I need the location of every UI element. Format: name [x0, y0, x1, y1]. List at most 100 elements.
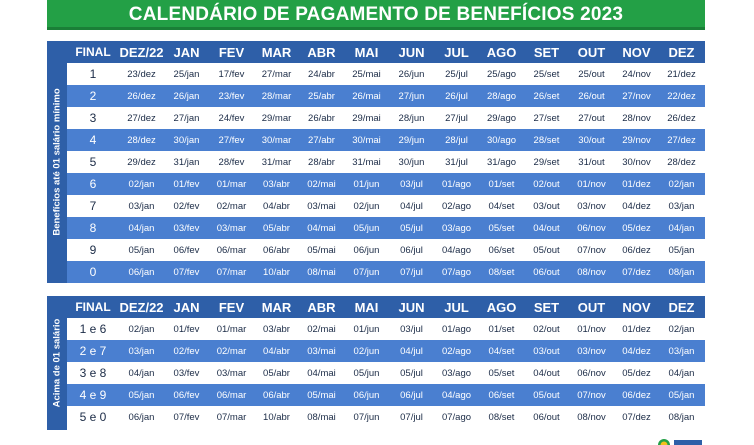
column-header: JUN	[398, 299, 425, 315]
column-header: MAI	[354, 299, 379, 315]
date-cell: 05/mai	[307, 244, 336, 256]
date-cell: 06/abr	[263, 389, 290, 401]
date-cell: 04/dez	[622, 345, 651, 357]
date-cell: 06/dez	[622, 244, 651, 256]
date-cell: 03/abr	[263, 323, 290, 335]
date-cell: 03/jul	[400, 178, 423, 190]
date-cell: 24/abr	[308, 68, 335, 80]
date-cell: 08/mai	[307, 266, 336, 278]
date-cell: 04/jan	[668, 222, 695, 234]
final-digit-cell: 2 e 7	[79, 344, 107, 358]
date-cell: 02/jun	[353, 345, 380, 357]
column-header: DEZ/22	[119, 44, 164, 60]
date-cell: 26/abr	[308, 112, 335, 124]
date-cell: 07/nov	[577, 389, 606, 401]
column-header: NOV	[622, 44, 651, 60]
date-cell: 08/set	[488, 411, 515, 423]
date-cell: 04/mai	[307, 367, 336, 379]
date-cell: 05/jun	[353, 222, 380, 234]
table-row: 9 05/jan 06/fev 06/mar 06/abr 05/mai 06/jun 06/…	[67, 239, 705, 261]
date-cell: 31/jan	[173, 156, 200, 168]
section-side-bar: Acima de 01 salário	[47, 296, 67, 430]
date-cell: 28/jun	[398, 112, 425, 124]
date-cell: 02/jan	[668, 178, 695, 190]
date-cell: 01/mar	[216, 323, 247, 335]
table-row: 2 e 7 03/jan 02/fev 02/mar 04/abr 03/mai 02/ju…	[67, 340, 705, 362]
section-side-bar: Benefícios até 01 salário mínimo	[47, 41, 67, 283]
date-cell: 01/set	[488, 178, 515, 190]
column-header: DEZ	[668, 44, 695, 60]
date-cell: 22/dez	[667, 90, 696, 102]
column-header: FEV	[218, 299, 245, 315]
date-cell: 03/mai	[307, 200, 336, 212]
table-row: 3 27/dez 27/jan 24/fev 29/mar 26/abr 29/mai 28/…	[67, 107, 705, 129]
date-cell: 10/abr	[263, 266, 290, 278]
date-cell: 07/fev	[173, 411, 200, 423]
table-row: 3 e 8 04/jan 03/fev 03/mar 05/abr 04/mai 05/ju…	[67, 362, 705, 384]
date-cell: 25/ago	[486, 68, 517, 80]
date-cell: 04/abr	[263, 200, 290, 212]
table-row: 4 e 9 05/jan 06/fev 06/mar 06/abr 05/mai 06/ju…	[67, 384, 705, 406]
date-cell: 29/jun	[398, 134, 425, 146]
date-cell: 05/set	[488, 367, 515, 379]
date-cell: 25/set	[533, 68, 560, 80]
date-cell: 30/out	[578, 134, 605, 146]
final-digit-cell: 4 e 9	[79, 388, 107, 402]
date-cell: 27/out	[578, 112, 605, 124]
date-cell: 28/dez	[127, 134, 156, 146]
final-digit-cell: 1 e 6	[79, 322, 107, 336]
date-cell: 04/jan	[128, 222, 155, 234]
column-header: AGO	[486, 299, 517, 315]
date-cell: 06/nov	[577, 367, 606, 379]
date-cell: 02/mai	[307, 323, 336, 335]
date-cell: 06/jul	[400, 244, 423, 256]
date-cell: 06/mar	[216, 244, 247, 256]
date-cell: 28/ago	[486, 90, 517, 102]
date-cell: 07/fev	[173, 266, 200, 278]
date-cell: 01/fev	[173, 323, 200, 335]
column-header: OUT	[577, 299, 606, 315]
date-cell: 01/ago	[441, 178, 472, 190]
title-banner: CALENDÁRIO DE PAGAMENTO DE BENEFÍCIOS 20…	[47, 0, 705, 30]
date-cell: 27/nov	[622, 90, 651, 102]
date-cell: 06/fev	[173, 389, 200, 401]
date-cell: 08/jan	[668, 411, 695, 423]
date-cell: 05/jan	[668, 244, 695, 256]
date-cell: 28/nov	[622, 112, 651, 124]
table-row: 5 29/dez 31/jan 28/fev 31/mar 28/abr 31/mai 30/…	[67, 151, 705, 173]
date-cell: 31/jul	[445, 156, 468, 168]
column-header: DEZ	[668, 299, 695, 315]
date-cell: 06/set	[488, 244, 515, 256]
date-cell: 04/jan	[668, 367, 695, 379]
date-cell: 05/jun	[353, 367, 380, 379]
final-digit-cell: 6	[89, 177, 97, 191]
page-title: CALENDÁRIO DE PAGAMENTO DE BENEFÍCIOS 20…	[128, 4, 624, 25]
date-cell: 23/fev	[218, 90, 245, 102]
date-cell: 02/mar	[216, 200, 247, 212]
date-cell: 31/out	[578, 156, 605, 168]
date-cell: 26/jul	[445, 90, 468, 102]
date-cell: 03/jan	[128, 200, 155, 212]
column-header: JUL	[444, 299, 469, 315]
date-cell: 29/dez	[127, 156, 156, 168]
date-cell: 06/out	[533, 411, 560, 423]
date-cell: 26/jun	[398, 68, 425, 80]
date-cell: 17/fev	[218, 68, 245, 80]
section-above-minimum: Acima de 01 salário FINAL DEZ/22 JAN FEV MAR…	[47, 296, 705, 430]
date-cell: 03/fev	[173, 222, 200, 234]
date-cell: 05/jan	[128, 244, 155, 256]
final-digit-cell: 5	[89, 155, 97, 169]
date-cell: 24/fev	[218, 112, 245, 124]
date-cell: 05/out	[533, 389, 560, 401]
date-cell: 01/fev	[173, 178, 200, 190]
table-row: 0 06/jan 07/fev 07/mar 10/abr 08/mai 07/jun 07/…	[67, 261, 705, 283]
date-cell: 27/set	[533, 112, 560, 124]
date-cell: 26/mai	[352, 90, 381, 102]
date-cell: 27/fev	[218, 134, 245, 146]
date-cell: 10/abr	[263, 411, 290, 423]
date-cell: 26/jan	[173, 90, 200, 102]
date-cell: 02/mar	[216, 345, 247, 357]
date-cell: 06/mar	[216, 389, 247, 401]
date-cell: 28/fev	[218, 156, 245, 168]
date-cell: 03/ago	[441, 367, 472, 379]
